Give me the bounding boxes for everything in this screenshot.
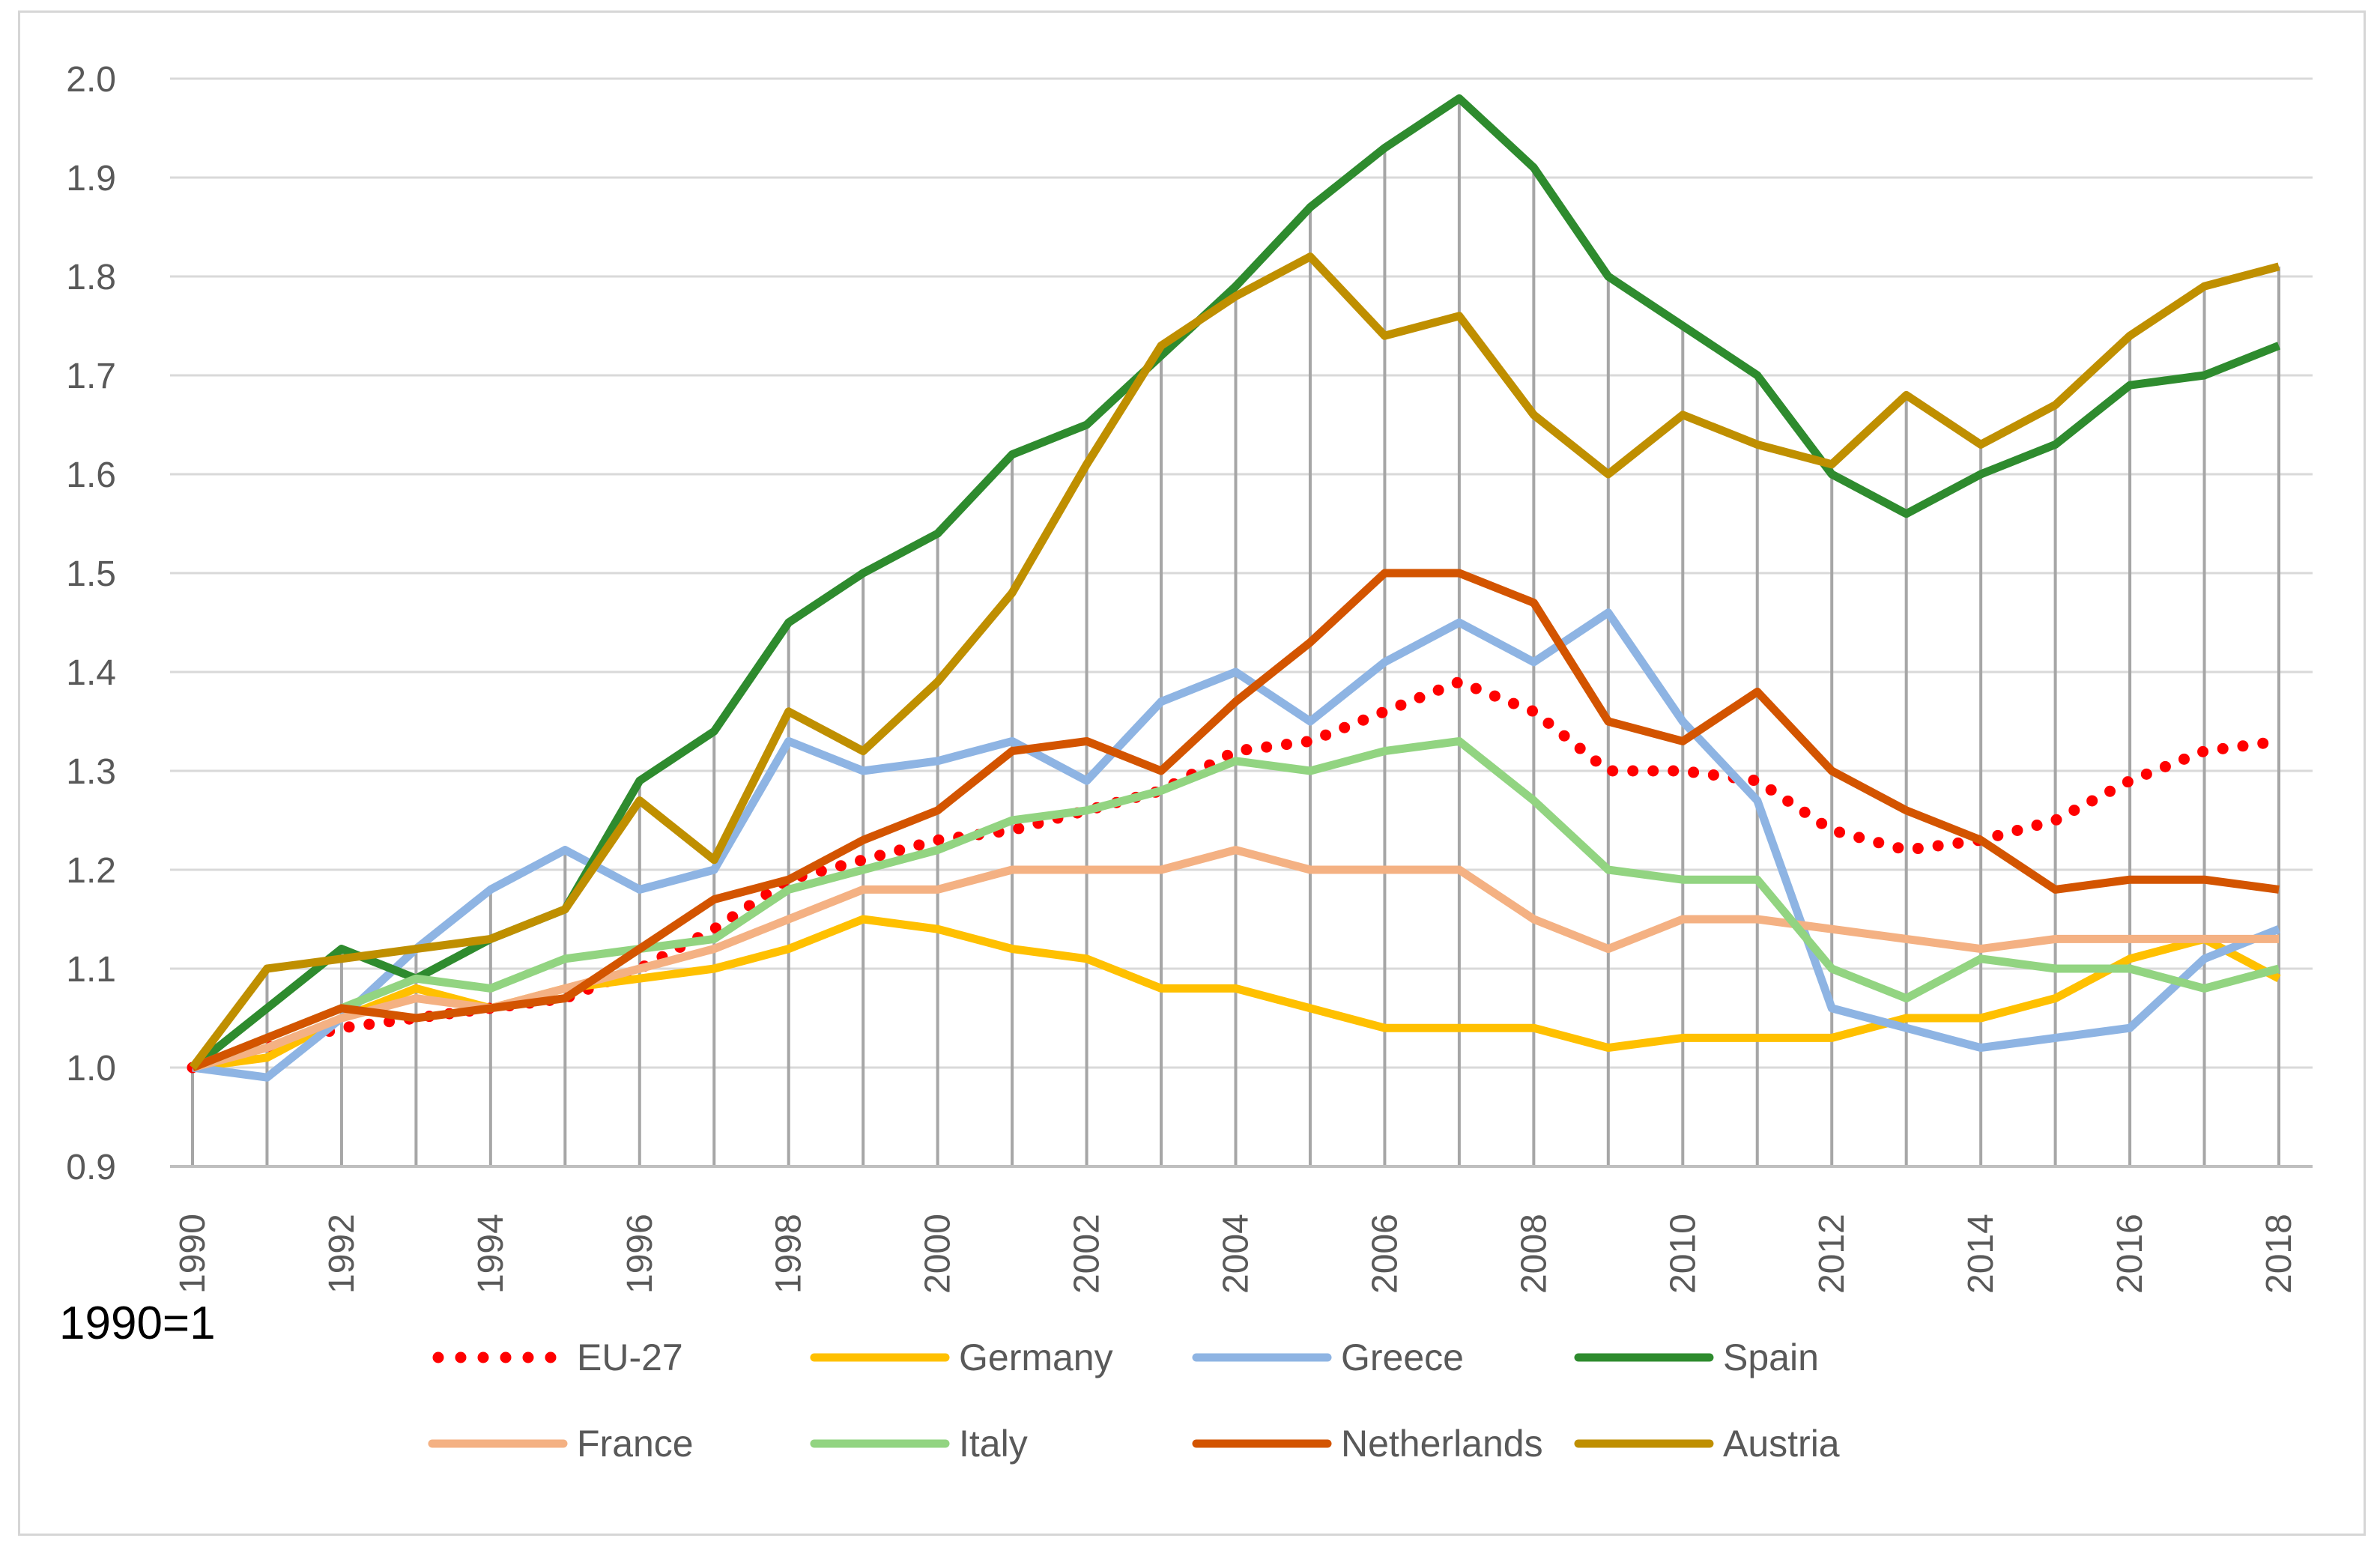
x-tick-label: 2012 [1812,1214,1852,1294]
y-tick-label: 1.7 [66,357,116,396]
y-tick-label: 1.5 [66,554,116,594]
series-line-italy [190,736,2280,1072]
index-note: 1990=1 [59,1298,216,1349]
series-lines [187,94,2285,1082]
series-line-greece [192,608,2281,1082]
legend-label: Austria [1723,1423,1840,1465]
series-line-austria [189,252,2280,1071]
x-tick-label: 1992 [322,1214,362,1294]
x-tick-label: 2000 [918,1214,958,1294]
legend-item-germany: Germany [810,1336,1113,1378]
legend-label: France [577,1423,694,1465]
legend-label: Greece [1341,1336,1464,1378]
legend-label: Netherlands [1341,1423,1543,1465]
legend-item-eu-27: EU-27 [432,1336,683,1378]
x-tick-label: 2018 [2259,1214,2299,1294]
chart-container: 0.9 1.0 1.1 1.2 1.3 1.4 1.5 1.6 1.7 1.8 1.9 2.0 199… [18,10,2366,1536]
y-tick-label: 1.4 [66,653,116,693]
legend-item-italy: Italy [810,1423,1028,1465]
legend-item-france: France [428,1423,694,1465]
legend-item-austria: Austria [1574,1423,1840,1465]
legend-label: Spain [1723,1336,1819,1378]
y-tick-label: 1.9 [66,159,116,199]
x-tick-label: 1998 [769,1214,809,1294]
y-axis-ticks: 0.9 1.0 1.1 1.2 1.3 1.4 1.5 1.6 1.7 1.8 1.9 2.0 [66,60,116,1187]
y-tick-label: 0.9 [66,1148,116,1187]
y-tick-label: 1.8 [66,258,116,297]
y-tick-label: 1.6 [66,455,116,495]
x-tick-label: 2010 [1663,1214,1703,1294]
y-tick-label: 1.0 [66,1049,116,1089]
legend-item-spain: Spain [1574,1336,1819,1378]
x-tick-label: 2004 [1217,1214,1256,1294]
x-tick-label: 2008 [1514,1214,1554,1294]
y-tick-label: 1.3 [66,752,116,792]
legend: EU-27 Germany Greece Spain France Italy Nether… [428,1336,1840,1465]
x-tick-label: 2006 [1365,1214,1405,1294]
x-tick-label: 1996 [620,1214,660,1294]
series-line-netherlands [190,569,2280,1072]
x-tick-label: 1990 [173,1214,213,1294]
series-line-france [191,846,2279,1072]
x-axis-ticks: 1990 1992 1994 1996 1998 2000 2002 2004 2006 2008… [173,1214,2299,1294]
vertical-gridlines [191,98,2280,1166]
y-tick-label: 1.2 [66,851,116,891]
x-tick-label: 2016 [2110,1214,2150,1294]
x-tick-label: 2014 [1961,1214,2001,1294]
x-tick-label: 2002 [1068,1214,1107,1294]
y-tick-label: 2.0 [66,60,116,100]
legend-item-greece: Greece [1192,1336,1464,1378]
legend-item-netherlands: Netherlands [1192,1423,1543,1465]
legend-label: Germany [959,1336,1113,1378]
y-tick-label: 1.1 [66,950,116,990]
line-chart: 0.9 1.0 1.1 1.2 1.3 1.4 1.5 1.6 1.7 1.8 1.9 2.0 199… [59,60,2313,1465]
legend-label: EU-27 [577,1336,683,1378]
legend-label: Italy [959,1423,1028,1465]
x-tick-label: 1994 [471,1214,511,1294]
